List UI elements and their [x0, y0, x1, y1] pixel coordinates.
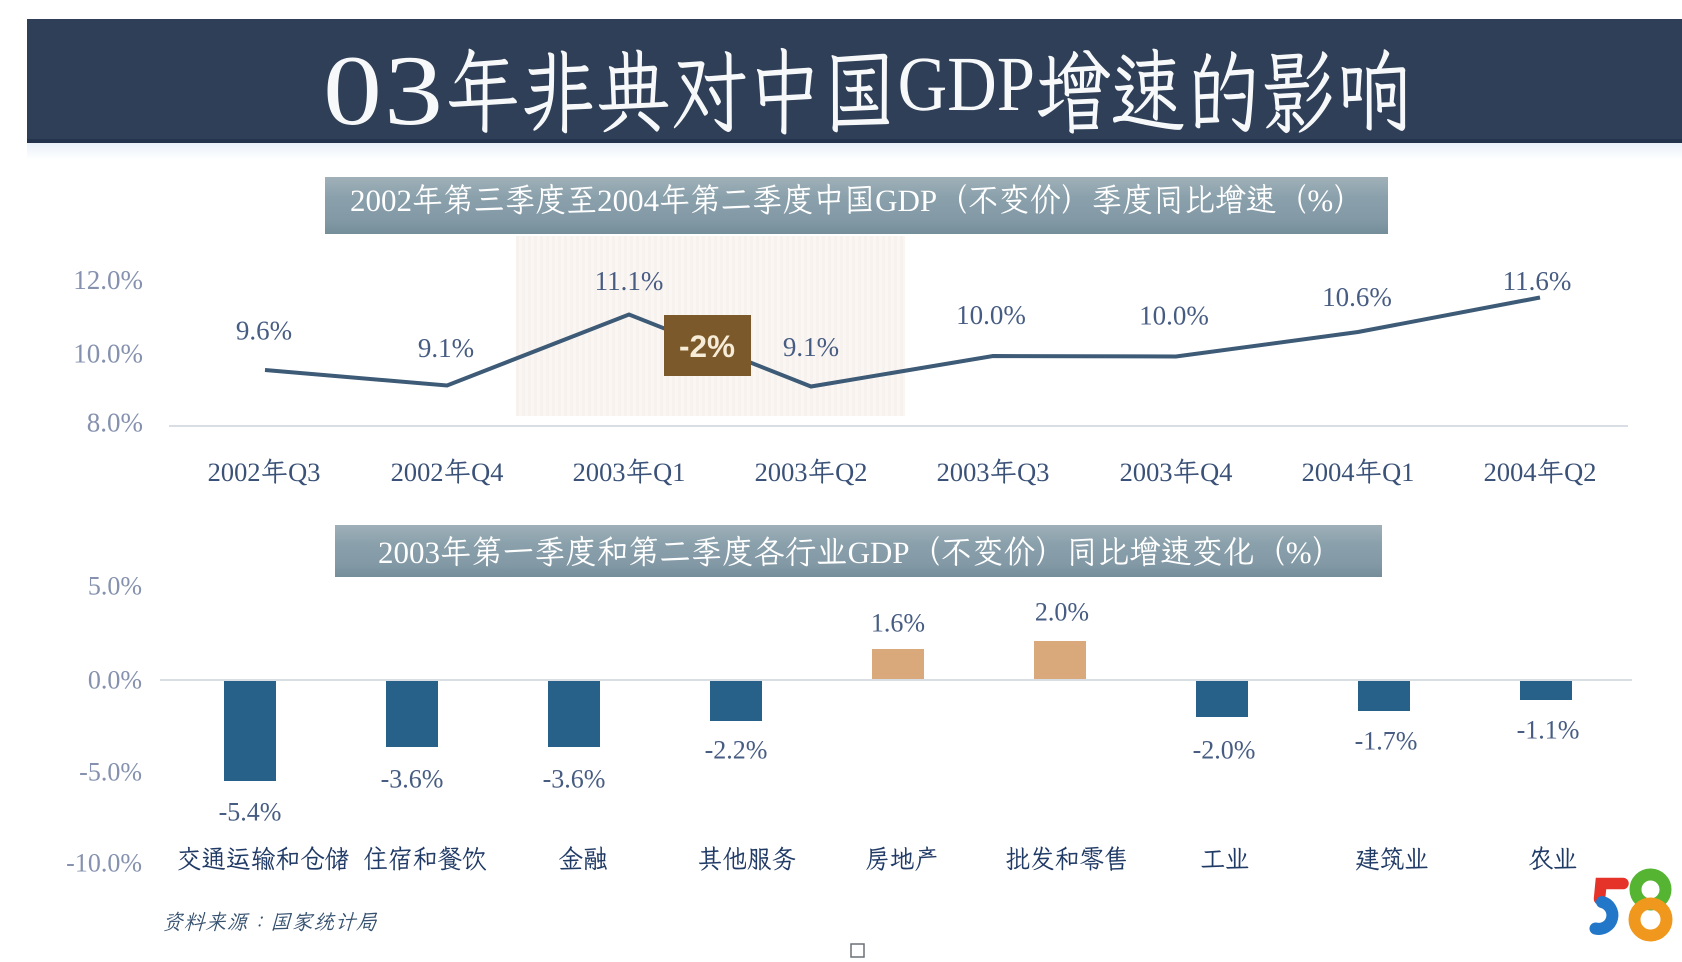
svg-text:-2.0%: -2.0%	[1193, 736, 1256, 765]
svg-text:10.0%: 10.0%	[1139, 301, 1209, 331]
svg-text:10.6%: 10.6%	[1322, 282, 1392, 312]
svg-text:2.0%: 2.0%	[1035, 598, 1089, 627]
svg-text:-1.1%: -1.1%	[1517, 716, 1580, 745]
svg-text:12.0%: 12.0%	[73, 265, 143, 295]
svg-text:-5.0%: -5.0%	[79, 758, 142, 787]
svg-text:0.0%: 0.0%	[88, 666, 142, 695]
svg-text:9.1%: 9.1%	[783, 332, 839, 362]
svg-text:10.0%: 10.0%	[73, 339, 143, 369]
svg-text:-3.6%: -3.6%	[543, 765, 606, 794]
svg-text:5.0%: 5.0%	[88, 572, 142, 601]
svg-text:-5.4%: -5.4%	[219, 798, 282, 827]
svg-text:-3.6%: -3.6%	[381, 765, 444, 794]
svg-text:11.1%: 11.1%	[595, 266, 664, 296]
svg-text:-10.0%: -10.0%	[66, 849, 142, 878]
svg-text:-2.2%: -2.2%	[705, 736, 768, 765]
svg-text:9.1%: 9.1%	[418, 333, 474, 363]
svg-text:-1.7%: -1.7%	[1355, 727, 1418, 756]
svg-text:10.0%: 10.0%	[956, 300, 1026, 330]
svg-text:9.6%: 9.6%	[236, 316, 292, 346]
svg-text:1.6%: 1.6%	[871, 609, 925, 638]
svg-text:8.0%: 8.0%	[87, 408, 143, 438]
svg-text:-2%: -2%	[679, 328, 735, 364]
svg-text:11.6%: 11.6%	[1503, 266, 1572, 296]
